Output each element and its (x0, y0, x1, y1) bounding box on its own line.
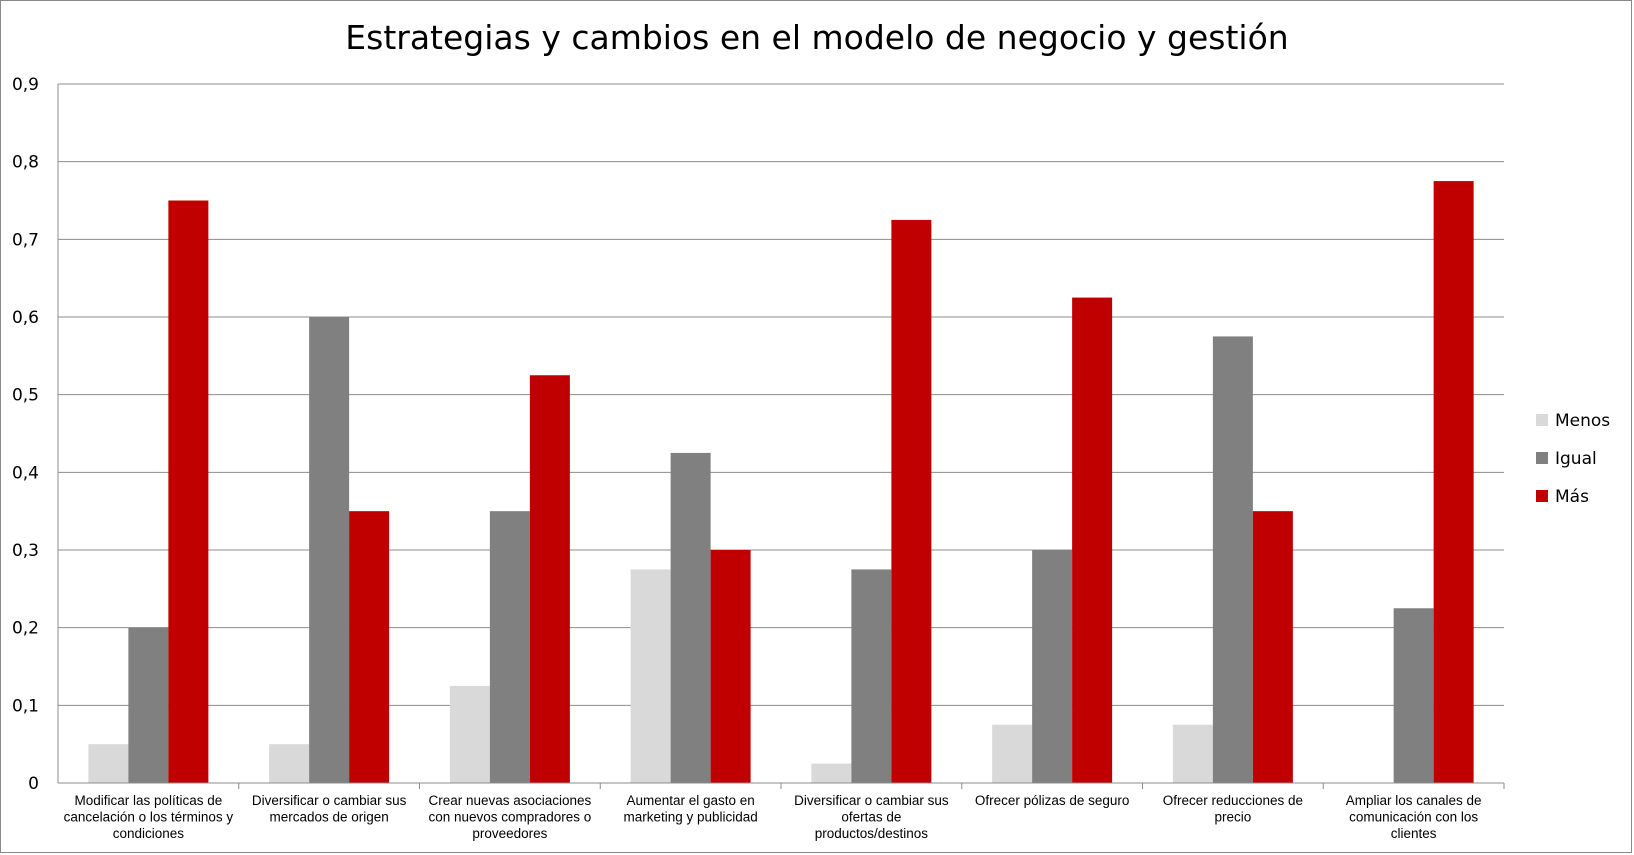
x-tick-label: Ampliar los canales de comunicación con l… (1346, 793, 1482, 841)
y-tick-label: 0,6 (12, 308, 39, 328)
x-tick-label: Crear nuevas asociaciones con nuevos comp… (428, 793, 591, 841)
legend-label: Menos (1555, 411, 1610, 431)
x-tick-label: Diversificar o cambiar sus ofertas de prod… (794, 793, 949, 841)
bar-igual (670, 452, 711, 783)
bars (88, 181, 1474, 784)
bar-igual (1032, 550, 1073, 783)
legend: Menos Igual Más (1536, 411, 1610, 507)
y-tick-label: 0,5 (12, 386, 39, 406)
x-tick-label: Aumentar el gasto en marketing y publicid… (623, 793, 757, 825)
bar-igual (1393, 608, 1434, 783)
bar-menos (1172, 724, 1213, 783)
bar-menos (88, 744, 129, 783)
bar-igual (128, 627, 169, 783)
bar-ms (1252, 511, 1293, 783)
legend-swatch (1536, 452, 1548, 464)
bar-ms (168, 200, 209, 783)
y-tick-label: 0,7 (12, 230, 39, 250)
bar-igual (489, 511, 530, 783)
y-tick-label: 0 (28, 774, 39, 794)
x-tick-label: Modificar las políticas de cancelación o … (64, 793, 234, 841)
bar-ms (1433, 181, 1474, 784)
bar-menos (992, 724, 1033, 783)
bar-igual (309, 317, 350, 783)
legend-label: Igual (1555, 449, 1597, 469)
legend-label: Más (1555, 487, 1589, 507)
legend-swatch (1536, 490, 1548, 502)
y-axis: 0 0,1 0,2 0,3 0,4 0,5 0,6 0,7 0,8 0,9 (12, 75, 59, 794)
bar-ms (1072, 297, 1113, 783)
y-tick-label: 0,2 (12, 619, 39, 639)
y-tick-label: 0,9 (12, 75, 39, 95)
x-axis: Modificar las políticas de cancelación o … (58, 782, 1505, 841)
bar-ms (891, 219, 932, 783)
bar-menos (269, 744, 310, 783)
x-tick-label: Ofrecer pólizas de seguro (975, 793, 1130, 808)
bar-menos (449, 685, 490, 783)
bar-menos (630, 569, 671, 783)
y-tick-label: 0,1 (12, 696, 39, 716)
x-tick-label: Ofrecer reducciones de precio (1163, 793, 1303, 825)
bar-ms (349, 511, 390, 783)
bar-igual (1212, 336, 1253, 783)
y-tick-label: 0,3 (12, 541, 39, 561)
bar-igual (851, 569, 892, 783)
bar-menos (811, 763, 852, 783)
x-tick-label: Diversificar o cambiar sus mercados de or… (252, 793, 407, 825)
bar-ms (529, 375, 570, 783)
y-tick-label: 0,8 (12, 153, 39, 173)
bar-ms (710, 550, 751, 783)
y-tick-label: 0,4 (12, 463, 39, 483)
legend-swatch (1536, 414, 1548, 426)
chart-title: Estrategias y cambios en el modelo de ne… (345, 18, 1288, 57)
